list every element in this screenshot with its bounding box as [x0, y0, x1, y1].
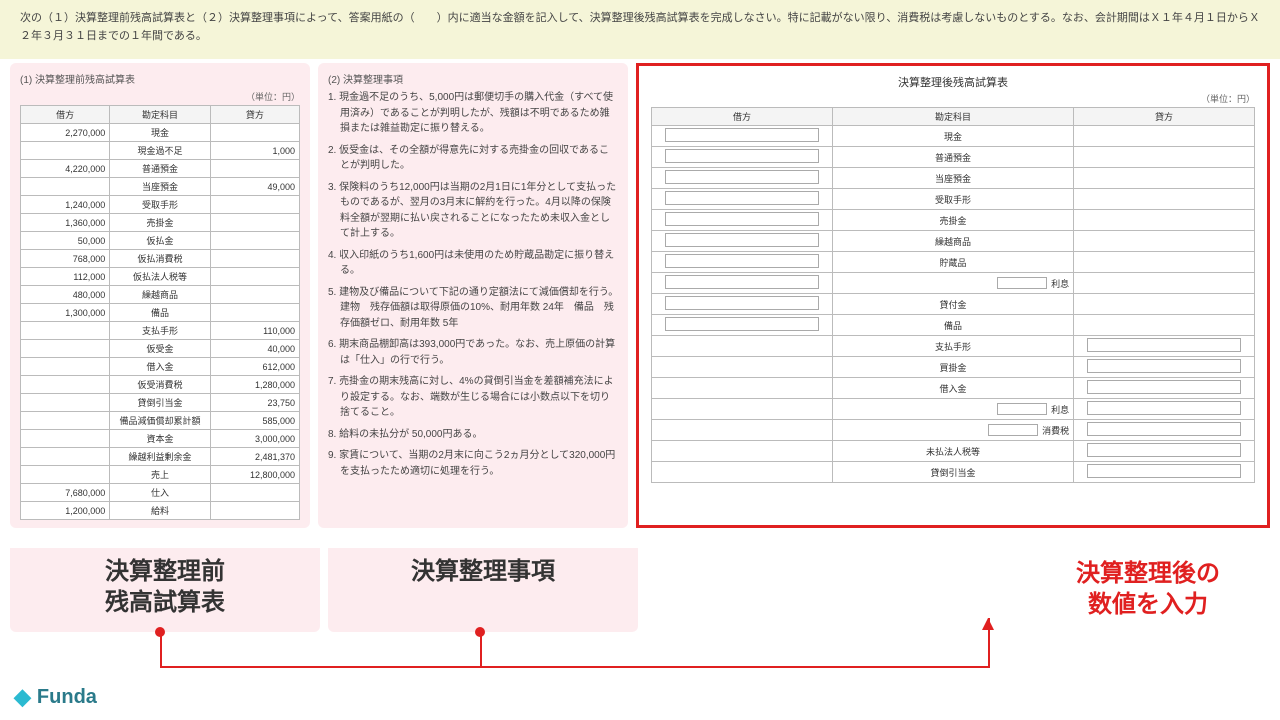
- account-prefix-input[interactable]: [988, 424, 1038, 436]
- post-trial-balance-table: 借方 勘定科目 貸方 現金普通預金当座預金受取手形売掛金繰越商品貯蔵品利息貸付金…: [651, 107, 1255, 483]
- table-row: 備品減価償却累計額585,000: [21, 412, 300, 430]
- table-row: 資本金3,000,000: [21, 430, 300, 448]
- list-item: 6. 期末商品棚卸高は393,000円であった。なお、売上原価の計算は「仕入」の…: [328, 337, 618, 368]
- logo-icon: ◆: [14, 684, 31, 710]
- table-row: 4,220,000普通預金: [21, 160, 300, 178]
- table-row: 1,240,000受取手形: [21, 196, 300, 214]
- instruction-text: 次の（１）決算整理前残高試算表と（２）決算整理事項によって、答案用紙の（ ）内に…: [20, 12, 1260, 42]
- table-row: 繰越商品: [652, 231, 1255, 252]
- panel-adjusting-entries: (2) 決算整理事項 1. 現金過不足のうち、5,000円は郵便切手の購入代金（…: [318, 63, 628, 528]
- panel1-unit: （単位：円）: [20, 90, 300, 103]
- panels-row: (1) 決算整理前残高試算表 （単位：円） 借方 勘定科目 貸方 2,270,0…: [0, 63, 1280, 528]
- table-row: 480,000繰越商品: [21, 286, 300, 304]
- debit-input[interactable]: [665, 233, 820, 247]
- table-row: 112,000仮払法人税等: [21, 268, 300, 286]
- th-credit: 貸方: [210, 106, 299, 124]
- table-row: 2,270,000現金: [21, 124, 300, 142]
- caption-row: 決算整理前残高試算表 決算整理事項 決算整理後の数値を入力: [0, 548, 1280, 632]
- panel1-title: (1) 決算整理前残高試算表: [20, 71, 300, 86]
- credit-input[interactable]: [1087, 464, 1242, 478]
- th-credit-r: 貸方: [1074, 108, 1255, 126]
- table-row: 7,680,000仕入: [21, 484, 300, 502]
- th-debit: 借方: [21, 106, 110, 124]
- th-debit-r: 借方: [652, 108, 833, 126]
- table-row: 当座預金49,000: [21, 178, 300, 196]
- logo-text: Funda: [37, 686, 97, 709]
- table-row: 貸倒引当金: [652, 462, 1255, 483]
- table-row: 1,360,000売掛金: [21, 214, 300, 232]
- debit-input[interactable]: [665, 128, 820, 142]
- debit-input[interactable]: [665, 212, 820, 226]
- list-item: 4. 収入印紙のうち1,600円は未使用のため貯蔵品勘定に振り替える。: [328, 248, 618, 279]
- list-item: 3. 保険料のうち12,000円は当期の2月1日に1年分として支払ったものである…: [328, 180, 618, 242]
- credit-input[interactable]: [1087, 338, 1242, 352]
- debit-input[interactable]: [665, 149, 820, 163]
- table-row: 当座預金: [652, 168, 1255, 189]
- account-prefix-input[interactable]: [997, 403, 1047, 415]
- table-row: 売掛金: [652, 210, 1255, 231]
- table-row: 貸付金: [652, 294, 1255, 315]
- caption-right: 決算整理後の数値を入力: [1076, 548, 1220, 632]
- table-row: 貸倒引当金23,750: [21, 394, 300, 412]
- table-row: 買掛金: [652, 357, 1255, 378]
- table-row: 50,000仮払金: [21, 232, 300, 250]
- panel3-unit: （単位：円）: [651, 92, 1255, 105]
- table-row: 消費税: [652, 420, 1255, 441]
- table-row: 売上12,800,000: [21, 466, 300, 484]
- credit-input[interactable]: [1087, 380, 1242, 394]
- debit-input[interactable]: [665, 317, 820, 331]
- table-row: 借入金612,000: [21, 358, 300, 376]
- credit-input[interactable]: [1087, 359, 1242, 373]
- table-row: 1,200,000給料: [21, 502, 300, 520]
- debit-input[interactable]: [665, 254, 820, 268]
- panel-pre-trial-balance: (1) 決算整理前残高試算表 （単位：円） 借方 勘定科目 貸方 2,270,0…: [10, 63, 310, 528]
- table-row: 支払手形110,000: [21, 322, 300, 340]
- list-item: 1. 現金過不足のうち、5,000円は郵便切手の購入代金（すべて使用済み）である…: [328, 90, 618, 137]
- caption-mid: 決算整理事項: [328, 548, 638, 632]
- adjusting-items-list: 1. 現金過不足のうち、5,000円は郵便切手の購入代金（すべて使用済み）である…: [328, 90, 618, 479]
- credit-input[interactable]: [1087, 443, 1242, 457]
- table-row: 仮受金40,000: [21, 340, 300, 358]
- caption-left: 決算整理前残高試算表: [10, 548, 320, 632]
- table-row: 利息: [652, 399, 1255, 420]
- list-item: 9. 家賃について、当期の2月末に向こう2ヵ月分として320,000円を支払った…: [328, 448, 618, 479]
- instruction-banner: 次の（１）決算整理前残高試算表と（２）決算整理事項によって、答案用紙の（ ）内に…: [0, 0, 1280, 59]
- list-item: 8. 給料の未払分が 50,000円ある。: [328, 427, 618, 443]
- th-account: 勘定科目: [110, 106, 210, 124]
- table-row: 利息: [652, 273, 1255, 294]
- panel2-title: (2) 決算整理事項: [328, 71, 618, 86]
- table-row: 未払法人税等: [652, 441, 1255, 462]
- table-row: 現金: [652, 126, 1255, 147]
- th-account-r: 勘定科目: [832, 108, 1073, 126]
- credit-input[interactable]: [1087, 422, 1242, 436]
- debit-input[interactable]: [665, 170, 820, 184]
- table-row: 受取手形: [652, 189, 1255, 210]
- table-row: 備品: [652, 315, 1255, 336]
- list-item: 5. 建物及び備品について下記の通り定額法にて減価償却を行う。 建物 残存価額は…: [328, 285, 618, 332]
- account-prefix-input[interactable]: [997, 277, 1047, 289]
- table-row: 借入金: [652, 378, 1255, 399]
- table-row: 現金過不足1,000: [21, 142, 300, 160]
- debit-input[interactable]: [665, 275, 820, 289]
- debit-input[interactable]: [665, 191, 820, 205]
- panel-post-trial-balance: 決算整理後残高試算表 （単位：円） 借方 勘定科目 貸方 現金普通預金当座預金受…: [636, 63, 1270, 528]
- pre-trial-balance-table: 借方 勘定科目 貸方 2,270,000現金現金過不足1,0004,220,00…: [20, 105, 300, 520]
- debit-input[interactable]: [665, 296, 820, 310]
- table-row: 普通預金: [652, 147, 1255, 168]
- connector-diagram: [160, 632, 990, 672]
- list-item: 7. 売掛金の期末残高に対し、4%の貸倒引当金を差額補充法により設定する。なお、…: [328, 374, 618, 421]
- table-row: 1,300,000備品: [21, 304, 300, 322]
- funda-logo: ◆ Funda: [14, 684, 97, 710]
- table-row: 貯蔵品: [652, 252, 1255, 273]
- table-row: 支払手形: [652, 336, 1255, 357]
- table-row: 仮受消費税1,280,000: [21, 376, 300, 394]
- panel3-title: 決算整理後残高試算表: [651, 74, 1255, 90]
- list-item: 2. 仮受金は、その全額が得意先に対する売掛金の回収であることが判明した。: [328, 143, 618, 174]
- table-row: 768,000仮払消費税: [21, 250, 300, 268]
- credit-input[interactable]: [1087, 401, 1242, 415]
- table-row: 繰越利益剰余金2,481,370: [21, 448, 300, 466]
